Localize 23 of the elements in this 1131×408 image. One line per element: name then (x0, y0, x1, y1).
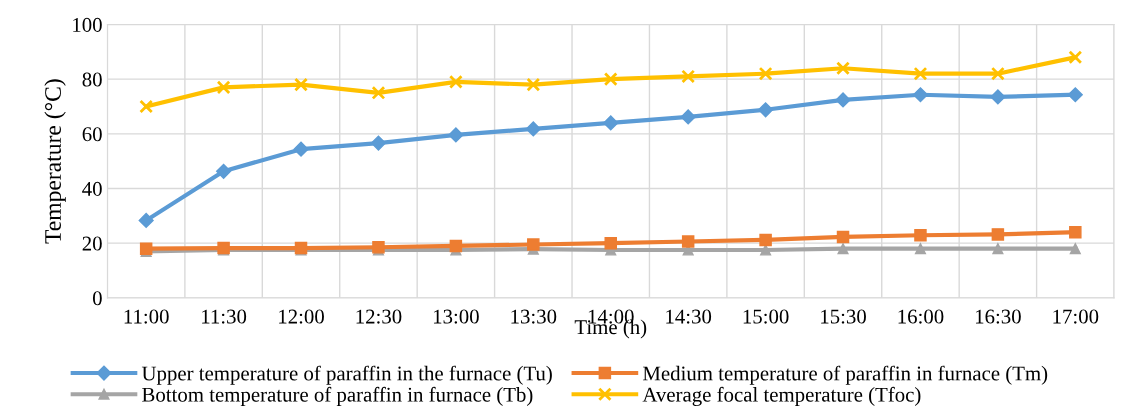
y-tick-label: 60 (82, 127, 102, 142)
x-tick-label: 15:00 (743, 309, 789, 324)
y-tick-label: 80 (82, 72, 102, 87)
x-tick-label: 11:30 (202, 309, 247, 324)
x-tick-label: 13:30 (511, 309, 557, 324)
x-tick-label: 16:30 (976, 309, 1021, 324)
y-tick-label: 0 (92, 291, 102, 306)
x-tick-label: 16:00 (898, 309, 944, 324)
x-tick-label: 14:30 (666, 309, 712, 324)
legend-label: Bottom temperature of paraffin in furnace (Tb) (142, 386, 533, 406)
y-tick-label: 100 (73, 17, 102, 32)
y-tick-label: 20 (82, 236, 102, 251)
x-tick-label: 11:00 (124, 309, 169, 324)
x-tick-label: 12:30 (356, 309, 402, 324)
x-tick-label: 13:00 (433, 309, 479, 324)
x-tick-label: 12:00 (279, 309, 324, 324)
y-tick-label: 40 (82, 181, 102, 196)
legend-label: Medium temperature of paraffin in furnace (Tm) (642, 365, 1048, 385)
y-axis-title: Temperature (°C) (44, 79, 66, 244)
legend-label: Upper temperature of paraffin in the furnace (Tu) (141, 365, 552, 385)
legend-label: Average focal temperature (Tfoc) (642, 386, 921, 407)
x-tick-label: 17:00 (1053, 309, 1099, 324)
x-tick-label: 15:30 (821, 309, 866, 324)
